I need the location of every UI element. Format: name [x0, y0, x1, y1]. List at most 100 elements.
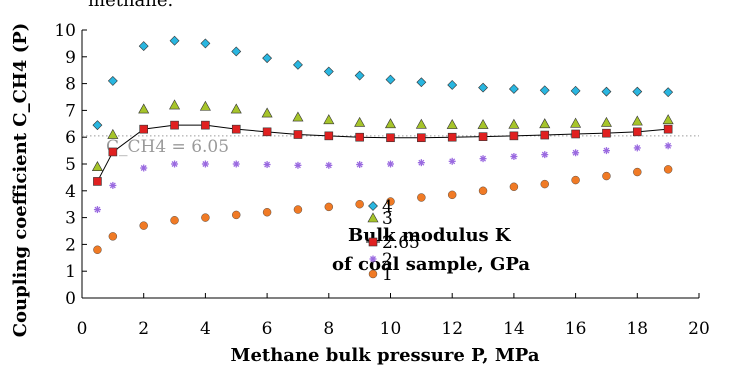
- data-point: [541, 151, 549, 159]
- data-point: [107, 128, 119, 139]
- star-stroke: [541, 151, 548, 158]
- data-point: [293, 59, 303, 70]
- star-stroke: [603, 147, 610, 154]
- data-point: [262, 208, 272, 217]
- legend-marker: [369, 255, 377, 263]
- data-point: [170, 216, 179, 225]
- data-point: [324, 202, 333, 212]
- data-point: [230, 103, 242, 114]
- star-stroke: [510, 153, 517, 160]
- data-point: [478, 186, 488, 196]
- data-point: [386, 197, 395, 206]
- data-point: [479, 155, 487, 163]
- y-tick-label: 10: [54, 21, 76, 41]
- data-point: [93, 245, 102, 254]
- x-tick-label: 0: [77, 319, 88, 339]
- data-point: [140, 164, 148, 172]
- data-point: [324, 131, 334, 141]
- star-stroke: [449, 158, 456, 165]
- x-tick-label: 14: [503, 319, 525, 339]
- data-point: [171, 160, 179, 168]
- data-point: [570, 85, 581, 96]
- data-point: [169, 35, 180, 46]
- star-stroke: [171, 161, 178, 167]
- star-stroke: [325, 162, 332, 169]
- legend-label: 2: [382, 250, 393, 270]
- data-point: [448, 157, 456, 165]
- data-point: [355, 132, 364, 142]
- y-tick-label: 8: [65, 75, 76, 95]
- x-tick-label: 6: [262, 319, 273, 339]
- x-tick-label: 16: [565, 319, 587, 339]
- star-stroke: [233, 161, 240, 167]
- legend-marker: [367, 212, 379, 223]
- data-point: [602, 147, 610, 155]
- data-point: [292, 111, 304, 122]
- data-point: [107, 75, 118, 86]
- data-point: [601, 86, 612, 97]
- data-point: [663, 124, 673, 134]
- x-tick-label: 8: [323, 319, 334, 339]
- data-point: [387, 160, 394, 168]
- data-point: [508, 84, 519, 94]
- data-point: [169, 99, 181, 110]
- data-point: [232, 210, 241, 220]
- star-stroke: [294, 162, 301, 169]
- data-point: [632, 86, 643, 97]
- data-point: [91, 161, 103, 171]
- data-point: [293, 205, 303, 214]
- series-line: [96, 124, 669, 182]
- y-tick-label: 5: [65, 155, 76, 175]
- data-point: [478, 132, 488, 141]
- data-point: [232, 160, 240, 168]
- y-tick-label: 7: [65, 101, 76, 121]
- y-tick-label: 0: [65, 289, 76, 309]
- data-point: [415, 118, 427, 129]
- data-point: [602, 171, 611, 181]
- data-point: [323, 114, 335, 125]
- data-point: [600, 116, 612, 127]
- star-stroke: [94, 206, 101, 213]
- data-point: [632, 127, 642, 137]
- data-point: [631, 115, 643, 126]
- data-point: [356, 161, 364, 169]
- data-point: [385, 74, 396, 85]
- star-stroke: [264, 161, 271, 168]
- data-point: [510, 152, 518, 160]
- data-point: [201, 160, 209, 168]
- data-point: [262, 53, 273, 64]
- data-point: [354, 116, 366, 127]
- data-point: [138, 41, 149, 52]
- data-point: [263, 161, 271, 169]
- y-tick-label: 2: [65, 235, 76, 255]
- data-point: [663, 87, 674, 98]
- data-point: [354, 70, 365, 81]
- data-point: [262, 127, 272, 137]
- x-tick-label: 12: [441, 319, 463, 339]
- data-point: [540, 130, 550, 140]
- data-point: [478, 82, 488, 93]
- x-tick-label: 10: [380, 319, 402, 339]
- top-fragment: methane.: [88, 0, 173, 11]
- data-point: [323, 66, 334, 77]
- legend-title-line2: of coal sample, GPa: [332, 254, 530, 275]
- y-tick-label: 9: [65, 48, 76, 68]
- data-point: [633, 144, 641, 152]
- star-stroke: [356, 161, 363, 168]
- data-point: [355, 199, 364, 209]
- legend-label: 2.65: [382, 233, 420, 253]
- data-point: [417, 193, 426, 202]
- chart-marks: [91, 35, 674, 254]
- data-point: [108, 147, 118, 157]
- series-square: [93, 120, 673, 186]
- data-point: [293, 130, 303, 139]
- star-stroke: [634, 144, 641, 151]
- series-star: [93, 142, 672, 214]
- y-tick-label: 1: [65, 262, 76, 282]
- data-point: [509, 131, 519, 141]
- star-stroke: [418, 159, 425, 166]
- data-point: [138, 103, 150, 114]
- star-stroke: [370, 256, 376, 262]
- star-stroke: [665, 142, 672, 149]
